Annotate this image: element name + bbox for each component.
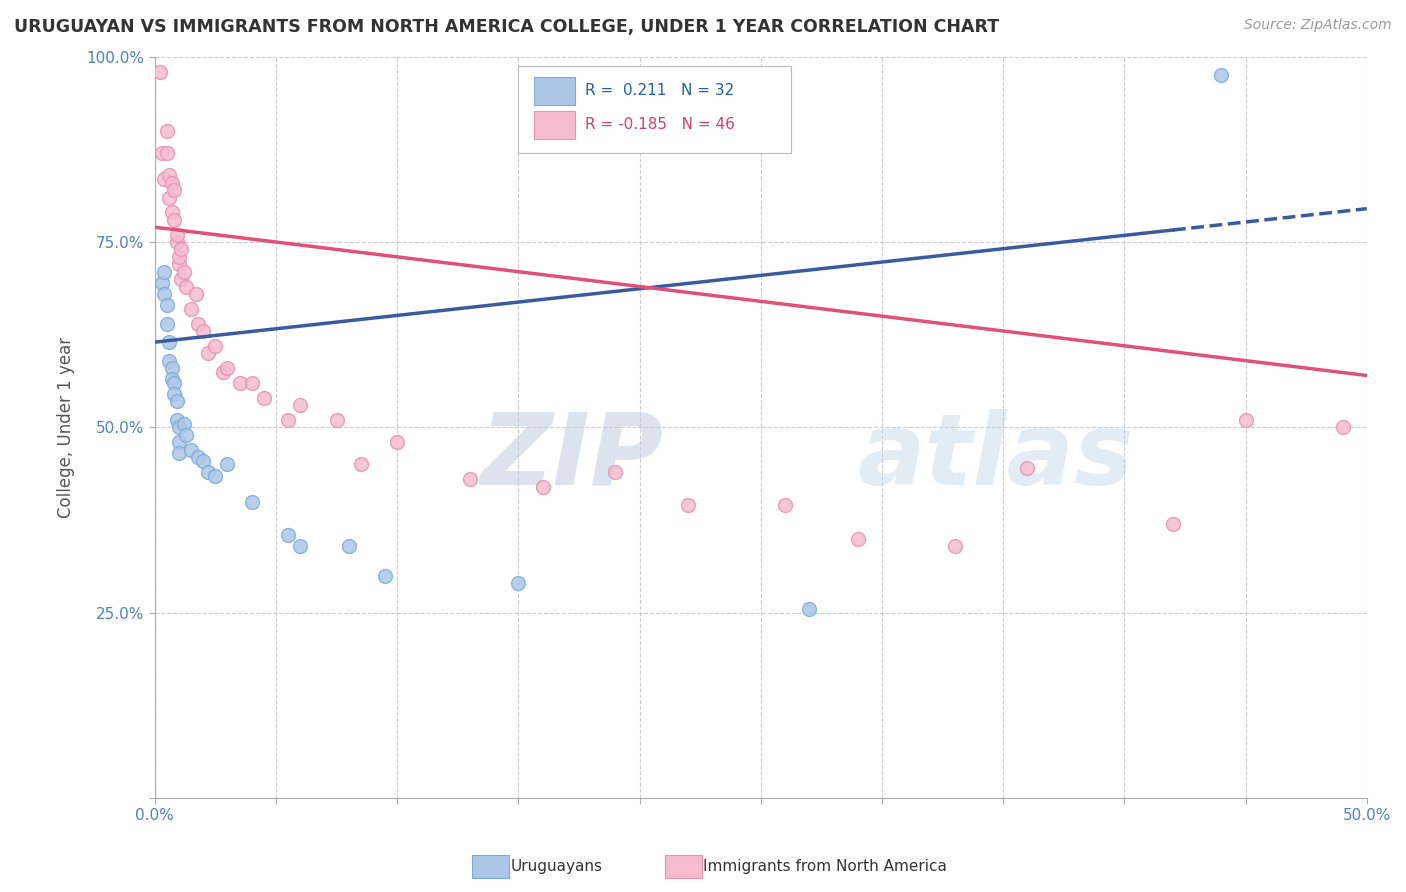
- Point: [170, 243, 193, 257]
- Point: [217, 361, 239, 376]
- Point: [157, 190, 180, 204]
- Point: [174, 279, 197, 293]
- Point: [160, 372, 183, 386]
- Point: [374, 568, 396, 582]
- Point: [167, 435, 190, 450]
- Point: [163, 387, 186, 401]
- Point: [163, 212, 186, 227]
- Text: Source: ZipAtlas.com: Source: ZipAtlas.com: [1244, 18, 1392, 32]
- Text: Uruguayans: Uruguayans: [510, 859, 602, 873]
- Point: [846, 532, 869, 546]
- Point: [350, 458, 373, 472]
- Point: [156, 298, 179, 312]
- Point: [187, 450, 209, 464]
- Point: [240, 376, 263, 390]
- FancyBboxPatch shape: [519, 66, 792, 153]
- Point: [160, 361, 183, 376]
- Point: [167, 446, 190, 460]
- Point: [277, 528, 299, 542]
- Point: [187, 317, 209, 331]
- Point: [943, 539, 966, 553]
- Text: R = -0.185   N = 46: R = -0.185 N = 46: [585, 118, 735, 132]
- Point: [228, 376, 250, 390]
- Point: [197, 346, 219, 360]
- Point: [163, 376, 186, 390]
- Point: [153, 287, 176, 301]
- Point: [157, 335, 180, 350]
- Point: [167, 420, 190, 434]
- Point: [156, 146, 179, 161]
- Point: [174, 427, 197, 442]
- Point: [508, 576, 530, 591]
- Point: [166, 394, 188, 409]
- Text: Immigrants from North America: Immigrants from North America: [703, 859, 946, 873]
- Point: [458, 472, 481, 486]
- Point: [163, 183, 186, 197]
- Point: [150, 146, 173, 161]
- Point: [337, 539, 360, 553]
- Point: [180, 442, 202, 457]
- Point: [676, 498, 699, 512]
- Point: [197, 465, 219, 479]
- Point: [1161, 516, 1184, 531]
- Point: [211, 365, 233, 379]
- Point: [153, 265, 176, 279]
- Point: [531, 480, 554, 494]
- Point: [1211, 68, 1233, 82]
- Point: [180, 301, 202, 316]
- Point: [173, 417, 195, 431]
- Point: [166, 235, 188, 249]
- Point: [160, 176, 183, 190]
- Point: [173, 265, 195, 279]
- Text: atlas: atlas: [858, 409, 1135, 506]
- Point: [148, 64, 170, 78]
- Point: [325, 413, 347, 427]
- Point: [253, 391, 276, 405]
- FancyBboxPatch shape: [534, 77, 575, 105]
- Point: [193, 324, 215, 338]
- Point: [773, 498, 796, 512]
- Point: [1234, 413, 1257, 427]
- Point: [184, 287, 207, 301]
- Point: [156, 317, 179, 331]
- Point: [240, 494, 263, 508]
- Point: [288, 539, 311, 553]
- Point: [799, 602, 821, 616]
- Point: [167, 250, 190, 264]
- Text: URUGUAYAN VS IMMIGRANTS FROM NORTH AMERICA COLLEGE, UNDER 1 YEAR CORRELATION CHA: URUGUAYAN VS IMMIGRANTS FROM NORTH AMERI…: [14, 18, 1000, 36]
- Point: [166, 227, 188, 242]
- Point: [385, 435, 408, 450]
- Point: [204, 468, 226, 483]
- Point: [204, 339, 226, 353]
- Point: [156, 124, 179, 138]
- Point: [1331, 420, 1354, 434]
- Point: [170, 272, 193, 286]
- Y-axis label: College, Under 1 year: College, Under 1 year: [58, 337, 75, 518]
- Point: [1017, 461, 1039, 475]
- Point: [277, 413, 299, 427]
- Point: [605, 465, 627, 479]
- Point: [153, 172, 176, 186]
- Text: ZIP: ZIP: [481, 409, 664, 506]
- FancyBboxPatch shape: [534, 111, 575, 139]
- Point: [193, 454, 215, 468]
- Point: [160, 205, 183, 219]
- Point: [150, 276, 173, 290]
- Point: [288, 398, 311, 412]
- Point: [167, 257, 190, 271]
- Text: R =  0.211   N = 32: R = 0.211 N = 32: [585, 83, 734, 98]
- Point: [166, 413, 188, 427]
- Point: [157, 353, 180, 368]
- Point: [217, 458, 239, 472]
- Point: [157, 169, 180, 183]
